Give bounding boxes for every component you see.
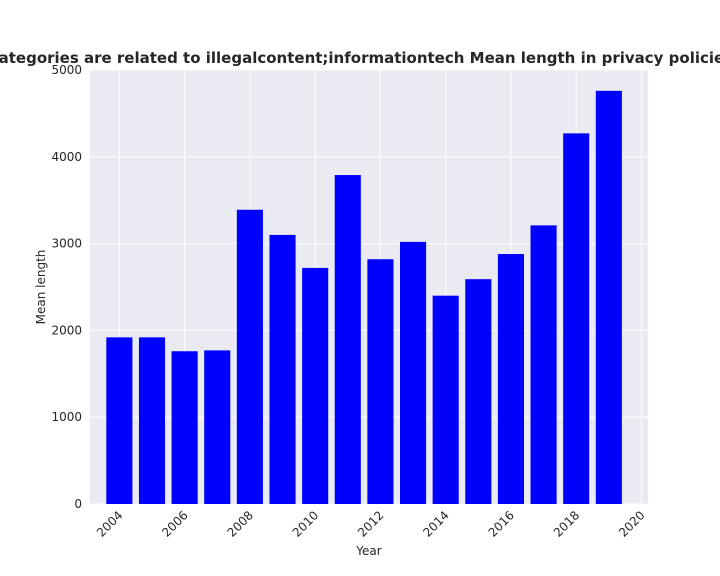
x-tick-label: 2004 <box>94 508 125 539</box>
y-tick-label: 3000 <box>51 237 82 251</box>
x-tick-label: 2008 <box>225 508 256 539</box>
x-tick-label: 2020 <box>616 508 647 539</box>
bar-2009 <box>269 234 296 505</box>
y-tick-label: 0 <box>74 497 82 511</box>
bar-2005 <box>138 337 166 504</box>
bar-2006 <box>171 351 198 504</box>
bar-2004 <box>106 337 133 504</box>
bar-2014 <box>432 295 459 504</box>
bar-2011 <box>334 175 361 504</box>
bars <box>106 90 622 505</box>
y-tick-label: 1000 <box>51 410 82 424</box>
x-tick-label: 2006 <box>159 508 190 539</box>
x-axis-label: Year <box>355 544 381 558</box>
x-tick-labels: 2004 2006 2008 2010 2012 2014 2016 2018 2020 <box>94 508 648 539</box>
bar-2007 <box>204 350 231 504</box>
y-tick-labels: 0 1000 2000 3000 4000 5000 <box>51 63 82 511</box>
x-tick-label: 2014 <box>420 508 451 539</box>
bar-2016 <box>497 254 524 504</box>
y-tick-label: 4000 <box>51 150 82 164</box>
bar-2010 <box>302 267 329 504</box>
bar-2008 <box>236 209 263 505</box>
x-tick-label: 2018 <box>551 508 582 539</box>
y-axis-label: Mean length <box>34 250 48 325</box>
bar-2015 <box>465 279 492 504</box>
bar-2012 <box>367 259 394 504</box>
x-tick-label: 2012 <box>355 508 386 539</box>
bar-2017 <box>530 225 557 504</box>
x-tick-label: 2010 <box>290 508 321 539</box>
y-tick-label: 5000 <box>51 63 82 77</box>
bar-2013 <box>400 241 427 504</box>
chart-title: When categories are related to illegalco… <box>0 49 720 67</box>
bar-2018 <box>563 133 590 504</box>
x-tick-label: 2016 <box>486 508 517 539</box>
bar-2019 <box>595 90 622 504</box>
y-tick-label: 2000 <box>51 323 82 337</box>
